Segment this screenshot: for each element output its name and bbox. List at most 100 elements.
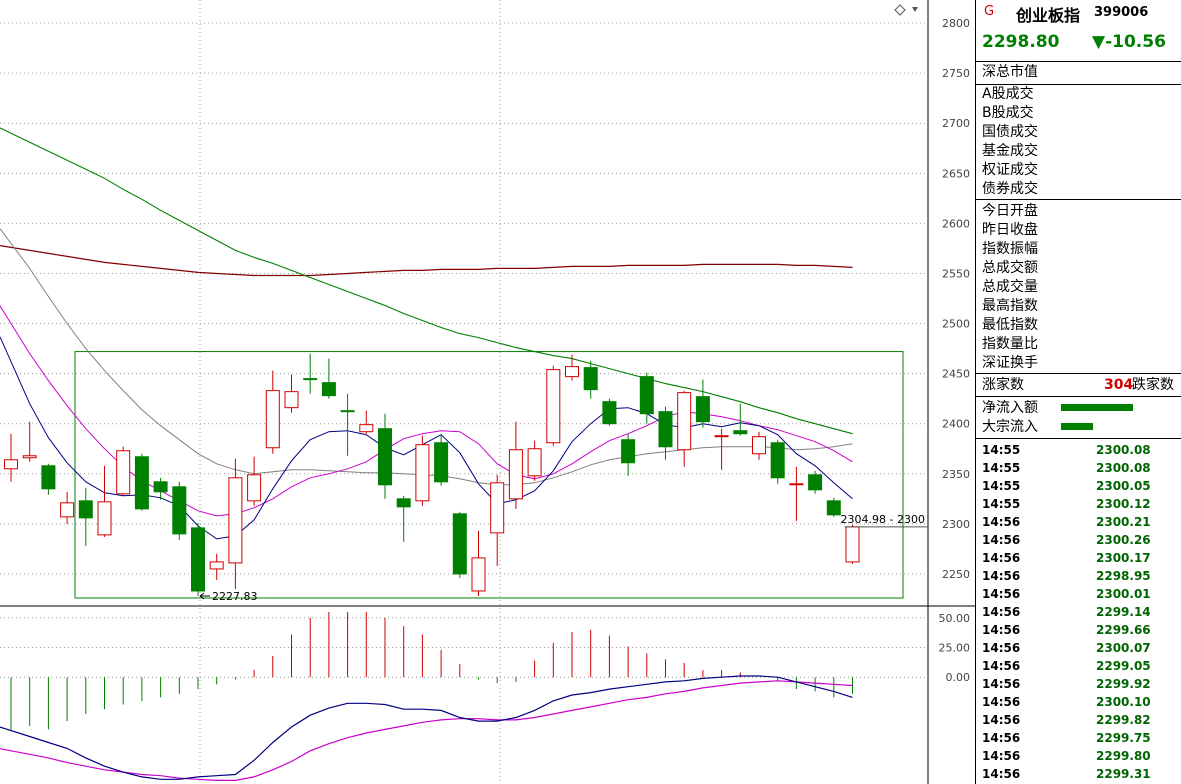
candle[interactable] bbox=[565, 366, 579, 378]
candle[interactable] bbox=[826, 500, 841, 516]
candle[interactable] bbox=[303, 378, 318, 381]
divider bbox=[976, 438, 1181, 439]
ma-fast-line bbox=[0, 336, 853, 540]
candle[interactable] bbox=[452, 513, 467, 575]
candle[interactable] bbox=[546, 369, 561, 444]
candle[interactable] bbox=[97, 501, 112, 536]
candle[interactable] bbox=[78, 500, 93, 519]
divider bbox=[976, 199, 1181, 200]
candle[interactable] bbox=[172, 486, 187, 535]
price-tick-label: 2300 bbox=[942, 518, 970, 531]
divider bbox=[976, 84, 1181, 85]
candle[interactable] bbox=[602, 401, 617, 425]
candle[interactable] bbox=[808, 474, 823, 491]
diamond-icon[interactable] bbox=[894, 4, 906, 16]
macd-tick-label: 0.00 bbox=[946, 671, 971, 684]
candle[interactable] bbox=[153, 481, 168, 493]
macd-tick-label: 25.00 bbox=[939, 642, 971, 655]
volume-label: B股成交 bbox=[982, 105, 1034, 121]
price-tick-label: 2450 bbox=[942, 368, 970, 381]
market-value-label: 深总市值 bbox=[982, 64, 1038, 80]
stat-label: 今日开盘 bbox=[982, 203, 1038, 219]
candlestick-chart[interactable]: 2250 2300 2350 2400 2450 2500 2550 2600 2650 2700… bbox=[0, 0, 975, 784]
tick-time: 14:56 bbox=[982, 569, 1021, 583]
candle[interactable] bbox=[41, 465, 56, 490]
candle[interactable] bbox=[359, 424, 374, 433]
dropdown-icon[interactable] bbox=[912, 7, 918, 12]
stat-label: 总成交额 bbox=[982, 260, 1038, 276]
volume-label: 权证成交 bbox=[982, 162, 1038, 178]
decline-label: 跌家数 bbox=[1132, 377, 1174, 393]
ma-longest-line bbox=[0, 245, 853, 277]
stat-label: 指数振幅 bbox=[982, 241, 1038, 257]
candle[interactable] bbox=[845, 526, 860, 563]
candle[interactable] bbox=[116, 450, 131, 495]
candle[interactable] bbox=[4, 459, 18, 470]
candle[interactable] bbox=[22, 455, 37, 459]
macd-dif-line bbox=[0, 675, 853, 780]
stat-label: 指数量比 bbox=[982, 336, 1038, 352]
candle[interactable] bbox=[321, 382, 336, 397]
candle[interactable] bbox=[789, 483, 804, 486]
advance-count: 304 bbox=[1104, 377, 1134, 393]
tick-time: 14:56 bbox=[982, 713, 1021, 727]
candle[interactable] bbox=[340, 410, 355, 413]
macd-tick-label: 50.00 bbox=[939, 612, 971, 625]
candle[interactable] bbox=[490, 482, 505, 534]
tick-price: 2299.66 bbox=[1096, 623, 1151, 637]
tick-time: 14:56 bbox=[982, 767, 1021, 781]
tick-price: 2300.21 bbox=[1096, 515, 1151, 529]
price-change: ▼-10.56 bbox=[1092, 32, 1166, 52]
candle[interactable] bbox=[621, 439, 636, 464]
candle[interactable] bbox=[752, 436, 766, 455]
candle[interactable] bbox=[134, 456, 149, 510]
candle[interactable] bbox=[415, 444, 430, 502]
divider bbox=[976, 396, 1181, 397]
stat-label: 最低指数 bbox=[982, 317, 1038, 333]
candle[interactable] bbox=[583, 367, 598, 391]
candle[interactable] bbox=[378, 428, 392, 486]
price-tick-label: 2350 bbox=[942, 468, 970, 481]
volume-label: A股成交 bbox=[982, 86, 1034, 102]
stat-label: 最高指数 bbox=[982, 298, 1038, 314]
candle[interactable] bbox=[639, 376, 654, 415]
candle[interactable] bbox=[714, 435, 729, 438]
candle[interactable] bbox=[247, 474, 262, 502]
flow-bar bbox=[1061, 423, 1093, 430]
tick-time: 14:56 bbox=[982, 641, 1021, 655]
candle[interactable] bbox=[434, 442, 449, 483]
tick-price: 2299.92 bbox=[1096, 677, 1151, 691]
chart-canvas[interactable]: 2250 2300 2350 2400 2450 2500 2550 2600 2650 2700… bbox=[0, 0, 975, 784]
price-tick-label: 2550 bbox=[942, 267, 970, 280]
price-tick-label: 2650 bbox=[942, 167, 970, 180]
price-tick-label: 2750 bbox=[942, 67, 970, 80]
candle[interactable] bbox=[284, 391, 299, 409]
candle[interactable] bbox=[695, 396, 710, 423]
candle[interactable] bbox=[770, 442, 785, 479]
candle[interactable] bbox=[527, 448, 542, 477]
tick-price: 2300.08 bbox=[1096, 461, 1151, 475]
candle[interactable] bbox=[228, 477, 243, 564]
candle[interactable] bbox=[733, 430, 748, 435]
tick-time: 14:56 bbox=[982, 623, 1021, 637]
candle[interactable] bbox=[658, 411, 673, 448]
divider bbox=[976, 373, 1181, 374]
tick-price: 2299.05 bbox=[1096, 659, 1151, 673]
candle[interactable] bbox=[60, 502, 75, 518]
candle[interactable] bbox=[677, 392, 692, 451]
selection-box[interactable] bbox=[74, 351, 904, 599]
candle[interactable] bbox=[508, 449, 523, 500]
candle[interactable] bbox=[396, 498, 411, 508]
macd-dea-line bbox=[0, 680, 853, 781]
volume-label: 国债成交 bbox=[982, 124, 1038, 140]
candle[interactable] bbox=[191, 527, 205, 592]
candle[interactable] bbox=[265, 390, 280, 449]
tick-price: 2300.12 bbox=[1096, 497, 1151, 511]
candle[interactable] bbox=[471, 557, 486, 592]
tick-time: 14:56 bbox=[982, 677, 1021, 691]
candle[interactable] bbox=[209, 561, 224, 570]
price-tick-label: 2250 bbox=[942, 568, 970, 581]
tick-time: 14:55 bbox=[982, 497, 1021, 511]
stat-label: 昨日收盘 bbox=[982, 222, 1038, 238]
flow-label: 净流入额 bbox=[982, 400, 1038, 416]
